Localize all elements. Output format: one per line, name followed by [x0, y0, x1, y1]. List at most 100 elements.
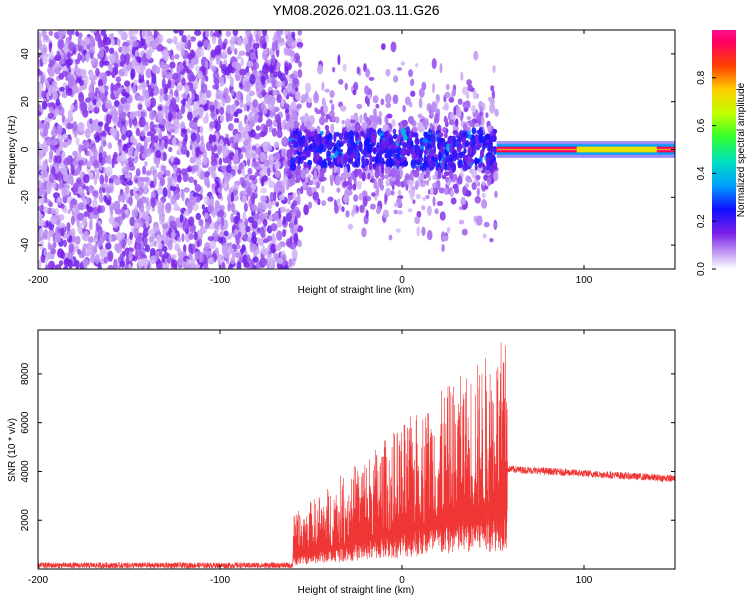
spectrogram-cell: [267, 77, 273, 83]
spectrogram-cell: [400, 147, 406, 157]
spectrogram-cell: [344, 118, 351, 128]
spectrogram-cell: [135, 222, 141, 228]
spectrogram-cell: [262, 30, 268, 37]
spectrogram-cell: [426, 179, 429, 186]
spectrogram-cell: [260, 177, 265, 187]
spectrogram-cell: [54, 154, 62, 165]
spectrogram-cell: [123, 80, 131, 87]
spectrogram-cell: [103, 35, 107, 46]
spectrogram-cell: [451, 162, 457, 173]
spectrogram-cell: [65, 87, 73, 96]
spectrogram-cell: [342, 180, 349, 187]
spectrogram-cell: [489, 103, 496, 114]
spectrogram-cell: [275, 243, 282, 251]
spectrogram-cell: [414, 180, 419, 191]
snr-panel: -200 -100 0 100 2000 4000 6000 8000 Height of …: [7, 329, 676, 596]
spectrogram-cell: [479, 111, 483, 117]
spectrogram-cell: [491, 90, 496, 99]
spectrogram-cell: [378, 110, 383, 118]
spectrogram-cell: [291, 40, 298, 48]
spectrogram-cell: [391, 118, 396, 128]
spectrogram-cell: [164, 84, 169, 92]
spectrogram-cell: [381, 139, 385, 147]
spectrogram-cell: [312, 191, 319, 201]
spectrogram-cell: [54, 264, 62, 269]
spectrogram-cell: [353, 151, 358, 160]
spectrogram-cell: [493, 171, 499, 182]
spectrogram-cell: [72, 160, 79, 167]
spectrogram-cell: [318, 177, 325, 182]
spectrogram-cell: [332, 66, 336, 73]
spectrogram-cell: [470, 104, 477, 113]
spectrogram-cell: [172, 72, 179, 80]
spectrogram-cell: [46, 251, 52, 260]
spectrogram-cell: [409, 170, 414, 182]
spectrogram-cell: [230, 35, 235, 45]
spectrogram-cell: [188, 216, 195, 226]
spectrogram-cell: [341, 206, 345, 213]
spectrogram-cell: [209, 30, 214, 38]
spectrogram-cell: [75, 137, 80, 146]
spectrogram-cell: [484, 185, 489, 190]
spectrogram-cell: [348, 189, 353, 196]
spectrogram-cell: [347, 176, 352, 186]
spectrogram-cell: [138, 222, 144, 228]
spectrogram-cell: [142, 165, 146, 175]
spectrogram-cell: [216, 145, 222, 156]
spectrogram-cell: [144, 244, 151, 253]
spectrogram-cell: [419, 165, 424, 170]
spectrogram-cell: [174, 89, 179, 98]
spectrogram-cell: [395, 159, 401, 167]
spectrogram-cell: [161, 254, 165, 263]
spectrogram-cell: [185, 128, 191, 134]
spectrogram-cell: [475, 175, 481, 180]
spectrogram-cell: [317, 198, 321, 206]
spectrogram-cell: [421, 205, 426, 211]
spectrogram-cell: [355, 205, 359, 212]
spectrogram-cell: [438, 150, 442, 162]
spectrogram-cell: [467, 84, 473, 92]
spectrogram-cell: [380, 163, 384, 174]
spectrogram-cell: [268, 66, 275, 74]
spectrogram-cell: [111, 72, 116, 79]
spectrogram-cell: [159, 119, 167, 126]
spectrogram-cell: [277, 37, 285, 43]
spectrogram-cell: [115, 76, 122, 83]
spectrogram-cell: [138, 116, 146, 128]
spectrogram-cell: [92, 160, 100, 169]
spectrogram-cell: [129, 231, 134, 240]
x-tick-label: 0: [399, 575, 405, 586]
spectrogram-cell: [436, 137, 444, 143]
spectrogram-cell: [336, 187, 341, 193]
spectrogram-cell: [221, 50, 227, 58]
spectrogram-cell: [371, 156, 376, 163]
spectrogram-cell: [87, 236, 95, 243]
spectrogram-cell: [414, 145, 419, 151]
spectrogram-cell: [68, 41, 76, 52]
spectrogram-cell: [353, 168, 359, 178]
spectrogram-cell: [120, 97, 126, 104]
spectrogram-cell: [303, 204, 309, 216]
spectrogram-cell: [431, 58, 437, 70]
spectrogram-cell: [52, 180, 57, 190]
spectrogram-cell: [487, 146, 492, 152]
spectrogram-cell: [406, 179, 411, 185]
spectrogram-cell: [105, 199, 111, 206]
spectrogram-cell: [230, 202, 236, 213]
spectrogram-cell: [133, 30, 139, 35]
spectrogram-cell: [97, 262, 102, 269]
spectrogram-cell: [195, 157, 202, 168]
spectrogram-cell: [494, 108, 499, 117]
spectrogram-cell: [67, 117, 71, 125]
spectrogram-cell: [138, 84, 142, 91]
spectrogram-cell: [66, 62, 70, 69]
spectrogram-cell: [260, 257, 268, 266]
spectrogram-cell: [38, 179, 42, 189]
spectrogram-cell: [234, 252, 241, 258]
spectrogram-cell: [321, 159, 327, 168]
spectrogram-cell: [211, 35, 217, 45]
spectrogram-cell: [162, 50, 170, 62]
spectrogram-cell: [51, 90, 59, 101]
spectrogram-cell: [140, 196, 147, 204]
spectrogram-cell: [156, 186, 163, 195]
